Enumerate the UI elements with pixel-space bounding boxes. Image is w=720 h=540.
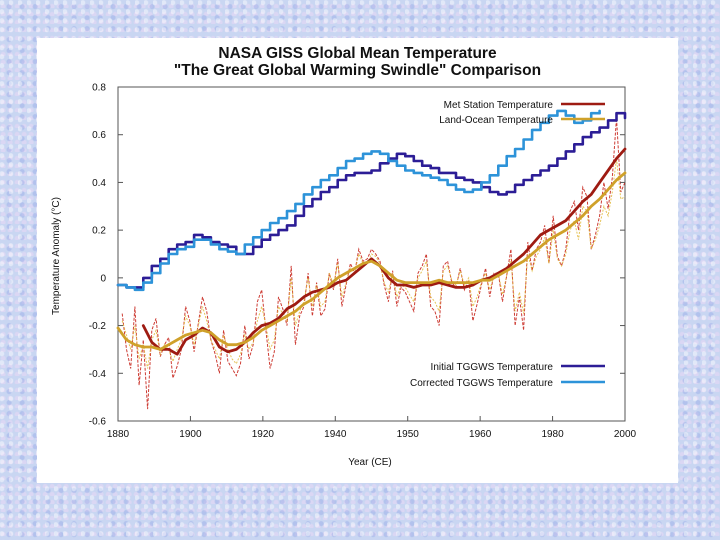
legend-top: Met Station Temperature Land-Ocean Tempe… xyxy=(439,100,605,126)
y-tick-label: -0.4 xyxy=(89,369,107,380)
legend-label-land-ocean: Land-Ocean Temperature xyxy=(439,115,553,126)
chart-subtitle: "The Great Global Warming Swindle" Compa… xyxy=(173,62,542,79)
y-tick-label: 0.6 xyxy=(92,130,106,141)
series-line-met-station xyxy=(141,147,627,356)
plot-area-frame xyxy=(117,86,626,422)
legend-bottom: Initial TGGWS Temperature Corrected TGGW… xyxy=(410,362,605,389)
x-tick-label: 1900 xyxy=(179,429,202,440)
series-line-corrected-tggws xyxy=(116,109,601,292)
y-tick-label: -0.6 xyxy=(89,417,107,428)
annual-series-line xyxy=(121,117,626,410)
x-tick-label: 1980 xyxy=(541,429,564,440)
series-layer xyxy=(116,109,627,356)
y-tick-label: 0 xyxy=(100,273,106,284)
y-tick-label: 0.2 xyxy=(92,226,106,237)
y-axis-ticks: 0.8 0.6 0.4 0.2 0 -0.2 -0.4 -0.6 xyxy=(89,83,625,428)
x-tick-label: 2000 xyxy=(614,429,637,440)
x-tick-label: 1950 xyxy=(397,429,420,440)
series-line-initial-tggws xyxy=(116,111,627,289)
x-tick-label: 1880 xyxy=(107,429,130,440)
y-tick-label: 0.8 xyxy=(92,83,106,94)
legend-label-met-station: Met Station Temperature xyxy=(444,100,554,111)
x-tick-label: 1960 xyxy=(469,429,492,440)
y-tick-label: 0.4 xyxy=(92,178,106,189)
x-axis-ticks: 1880 1900 1920 1940 1950 1960 1980 2000 xyxy=(107,416,637,440)
chart-panel: NASA GISS Global Mean Temperature "The G… xyxy=(37,38,678,483)
legend-label-initial-tggws: Initial TGGWS Temperature xyxy=(431,362,554,373)
x-tick-label: 1940 xyxy=(324,429,347,440)
chart-svg: 1880 1900 1920 1940 1950 1960 1980 2000 0.80.60… xyxy=(51,83,637,469)
x-tick-label: 1920 xyxy=(252,429,275,440)
x-axis-label: Year (CE) xyxy=(348,457,392,468)
y-axis-label: Temperature Anomaly (°C) xyxy=(51,197,62,315)
y-tick-label: -0.2 xyxy=(89,321,107,332)
series-line-land-ocean xyxy=(116,171,627,351)
legend-label-corrected-tggws: Corrected TGGWS Temperature xyxy=(410,378,553,389)
chart-title: NASA GISS Global Mean Temperature xyxy=(218,45,497,62)
